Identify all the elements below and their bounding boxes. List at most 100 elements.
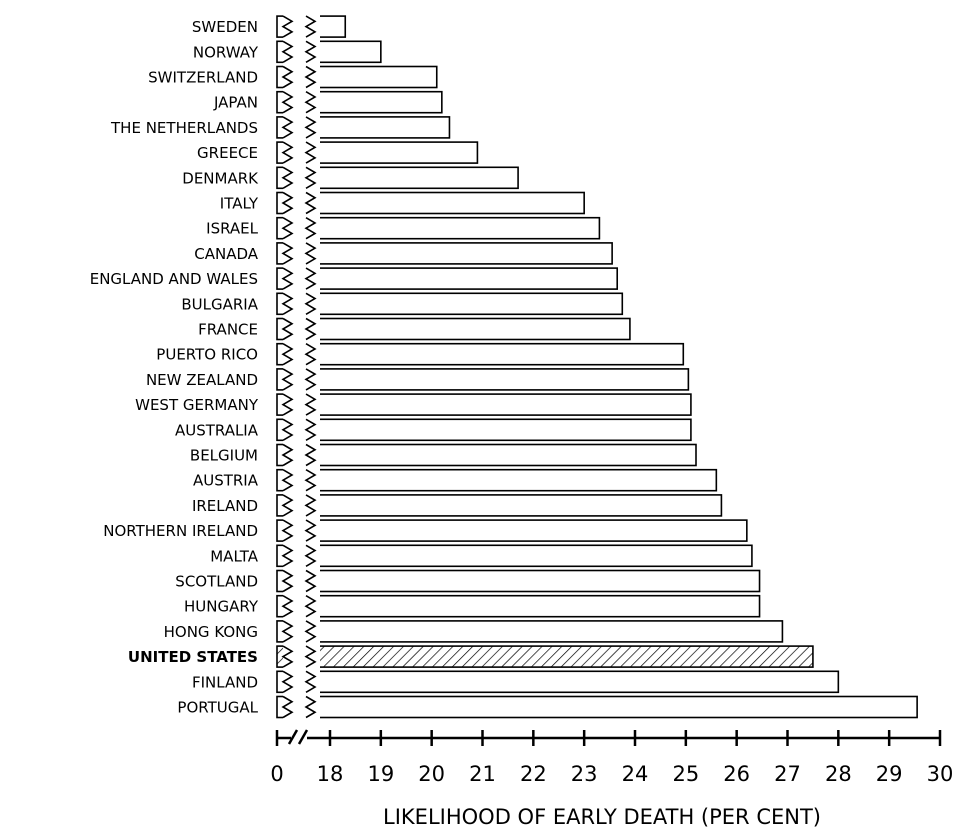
break-mark bbox=[281, 317, 294, 341]
category-label: JAPAN bbox=[213, 94, 258, 112]
break-gap bbox=[283, 291, 320, 317]
break-mark bbox=[304, 595, 317, 618]
break-mark bbox=[281, 443, 294, 467]
break-mark bbox=[304, 670, 317, 693]
break-mark bbox=[304, 544, 317, 567]
category-label: NORTHERN IRELAND bbox=[103, 522, 258, 540]
break-mark bbox=[281, 116, 294, 139]
break-mark bbox=[304, 15, 317, 38]
break-mark bbox=[304, 469, 317, 492]
bar bbox=[276, 191, 585, 215]
break-gap bbox=[283, 568, 320, 594]
bar bbox=[276, 267, 619, 290]
break-gap bbox=[283, 694, 320, 720]
axis-break-mark bbox=[297, 729, 309, 745]
bar bbox=[276, 620, 784, 643]
break-mark bbox=[281, 166, 294, 189]
break-gap bbox=[283, 165, 320, 191]
bar bbox=[276, 393, 692, 416]
break-mark bbox=[304, 91, 317, 114]
x-tick-label: 28 bbox=[825, 762, 852, 786]
category-label: GREECE bbox=[197, 144, 258, 162]
break-mark bbox=[304, 116, 317, 139]
x-tick-label: 26 bbox=[723, 762, 750, 786]
break-gap bbox=[283, 392, 320, 418]
category-label: FRANCE bbox=[198, 321, 258, 339]
bar bbox=[276, 443, 697, 467]
bar bbox=[276, 116, 451, 139]
break-mark bbox=[281, 217, 294, 240]
bar bbox=[276, 292, 624, 316]
category-label: SWITZERLAND bbox=[148, 69, 258, 87]
bar bbox=[276, 418, 692, 442]
break-mark bbox=[281, 670, 294, 693]
break-gap bbox=[283, 89, 320, 115]
break-gap bbox=[283, 140, 320, 166]
break-mark bbox=[281, 418, 294, 441]
category-label: MALTA bbox=[210, 547, 258, 565]
category-label: ISRAEL bbox=[206, 220, 258, 238]
x-tick-label: 18 bbox=[317, 762, 344, 786]
bar bbox=[276, 494, 723, 517]
bar bbox=[276, 242, 613, 265]
category-label: PORTUGAL bbox=[177, 699, 258, 717]
break-mark bbox=[281, 40, 294, 63]
category-label: THE NETHERLANDS bbox=[110, 119, 258, 137]
category-label: HUNGARY bbox=[184, 598, 259, 616]
category-label: FINLAND bbox=[192, 673, 258, 691]
break-mark bbox=[304, 343, 317, 366]
bar bbox=[276, 317, 631, 341]
break-gap bbox=[283, 492, 320, 518]
break-mark bbox=[281, 267, 294, 290]
break-mark bbox=[281, 292, 294, 315]
bar bbox=[276, 645, 814, 668]
x-tick-label: 21 bbox=[469, 762, 496, 786]
break-gap bbox=[283, 442, 320, 468]
break-mark bbox=[304, 494, 317, 517]
category-label: SWEDEN bbox=[192, 18, 258, 36]
break-gap bbox=[283, 190, 320, 216]
break-mark bbox=[304, 645, 317, 668]
break-gap bbox=[283, 316, 320, 342]
x-tick-label: 19 bbox=[367, 762, 394, 786]
category-label: CANADA bbox=[194, 245, 259, 263]
break-gap bbox=[283, 266, 320, 292]
break-mark bbox=[304, 191, 317, 215]
break-gap bbox=[283, 669, 320, 695]
break-gap bbox=[283, 543, 320, 569]
category-label: ITALY bbox=[220, 195, 259, 213]
category-label: NORWAY bbox=[193, 43, 259, 61]
category-label: HONG KONG bbox=[164, 623, 258, 641]
x-tick-label: 30 bbox=[927, 762, 954, 786]
break-mark bbox=[281, 141, 294, 164]
break-mark bbox=[281, 368, 294, 391]
category-label: BULGARIA bbox=[181, 295, 258, 313]
bar bbox=[276, 670, 840, 694]
break-mark bbox=[304, 695, 317, 719]
break-mark bbox=[281, 469, 294, 492]
break-gap bbox=[283, 467, 320, 493]
category-label: DENMARK bbox=[182, 169, 259, 187]
bar bbox=[276, 594, 761, 618]
break-gap bbox=[283, 366, 320, 392]
x-tick-label: 20 bbox=[418, 762, 445, 786]
break-gap bbox=[283, 215, 320, 241]
break-gap bbox=[283, 341, 320, 367]
break-mark bbox=[304, 217, 317, 240]
break-mark bbox=[304, 40, 317, 63]
break-mark bbox=[304, 519, 317, 542]
bar bbox=[276, 141, 479, 164]
break-mark bbox=[281, 695, 294, 719]
break-mark bbox=[281, 242, 294, 265]
break-gap bbox=[283, 644, 320, 670]
x-tick-label: 25 bbox=[672, 762, 699, 786]
break-gap bbox=[283, 39, 320, 65]
x-tick-label: 29 bbox=[876, 762, 903, 786]
break-mark bbox=[304, 242, 317, 265]
break-mark bbox=[281, 343, 294, 366]
break-mark bbox=[281, 393, 294, 416]
category-label: WEST GERMANY bbox=[135, 396, 259, 414]
x-tick-label: 23 bbox=[571, 762, 598, 786]
break-mark bbox=[304, 620, 317, 643]
